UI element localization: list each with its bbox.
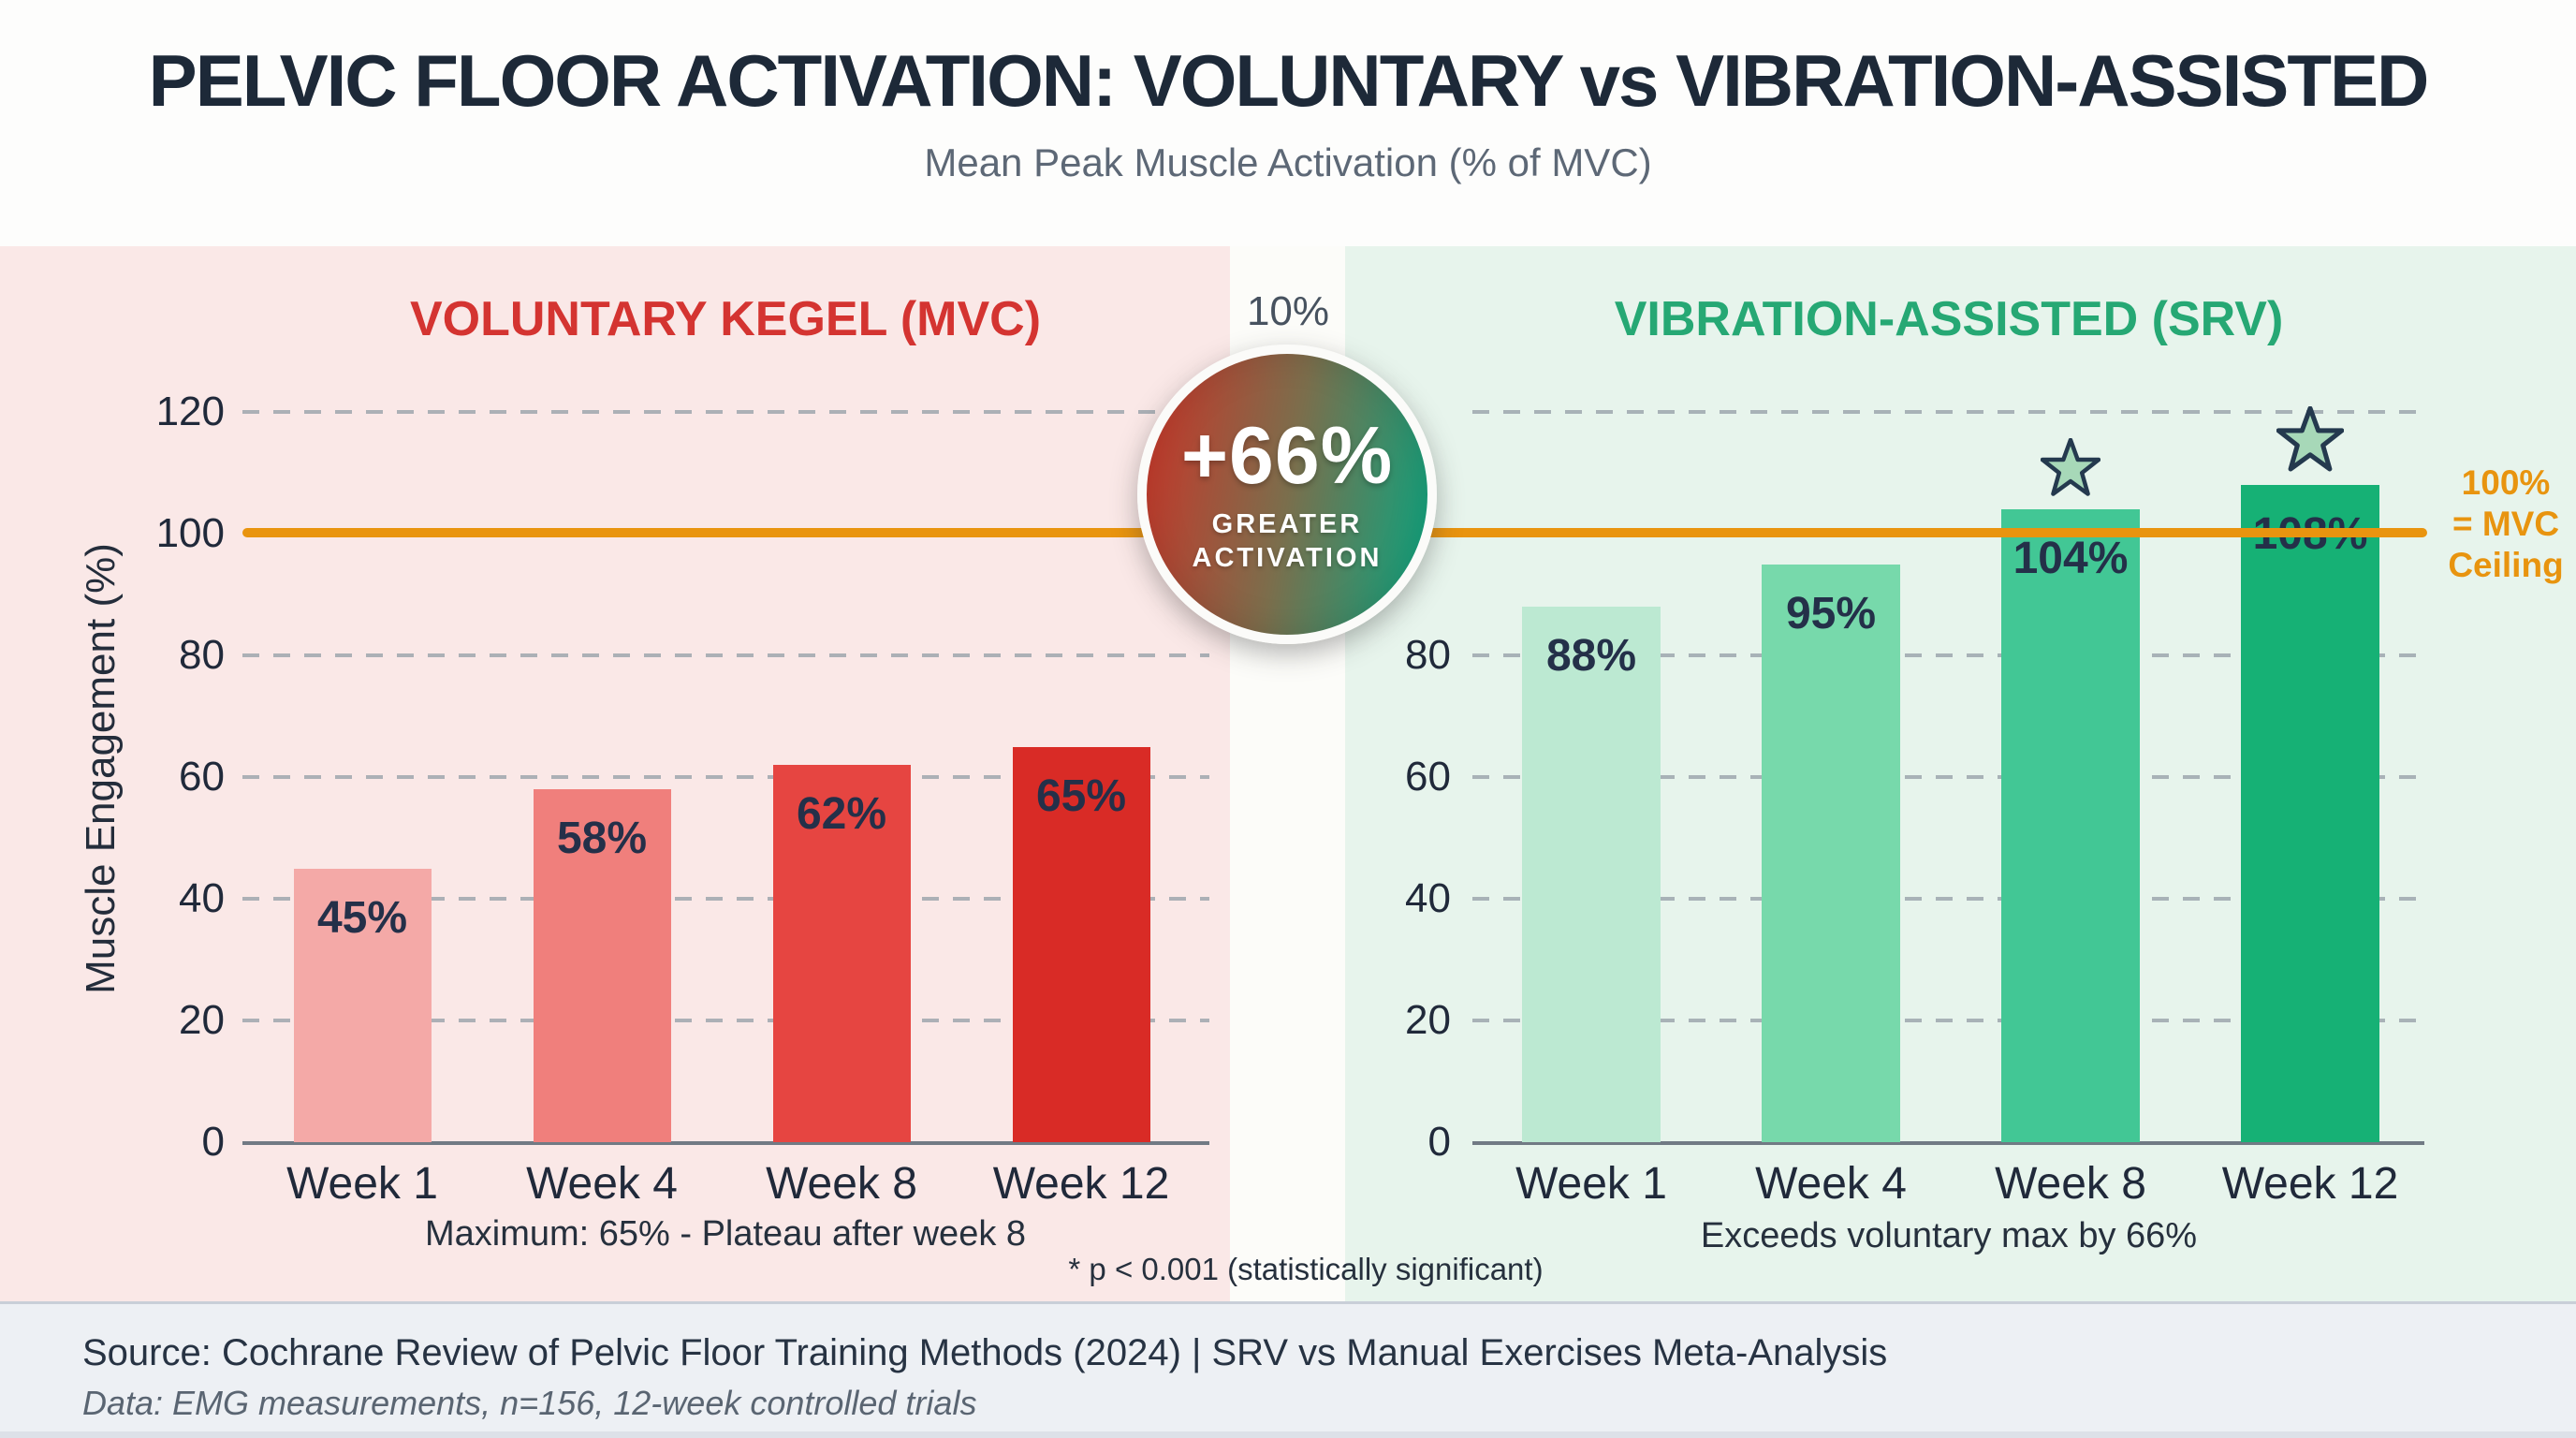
y-tick-60: 60 [179,754,225,800]
y-tick-60: 60 [1405,754,1451,800]
y-tick-80: 80 [1405,632,1451,678]
bar-value-label: 45% [316,892,408,943]
y-tick-0: 0 [1427,1119,1451,1165]
week-label: Week 12 [2221,1159,2399,1209]
gridline-60 [1472,775,2424,779]
significance-note: * p < 0.001 (statistically significant) [1068,1252,1544,1286]
gap-percent-label: 10% [1246,288,1330,334]
bar-value-label: 62% [796,789,887,839]
bar-week-8 [772,765,911,1142]
left-chart-title: VOLUNTARY KEGEL (MVC) [409,292,1042,346]
bar-value-label: 58% [556,814,648,863]
y-tick-20: 20 [179,997,225,1043]
footer-source-text: Source: Cochrane Review of Pelvic Floor … [82,1332,1888,1373]
bar-value-label: 88% [1545,631,1637,681]
week-label: Week 1 [286,1159,438,1209]
footer-bottom-strip [0,1431,2576,1438]
bar-week-8 [2001,509,2140,1142]
gridline-20 [1472,1019,2424,1022]
badge-line-2: ACTIVATION [1192,543,1383,573]
y-axis-label: Muscle Engagement (%) [78,543,124,994]
mvc-ceiling-label: 100% = MVC Ceiling [2448,463,2564,584]
right-chart-title: VIBRATION-ASSISTED (SRV) [1614,292,2284,346]
badge-line-1: GREATER [1211,509,1363,539]
gridline-40 [242,897,1209,901]
page-subtitle: Mean Peak Muscle Activation (% of MVC) [924,140,1652,184]
week-label: Week 1 [1515,1159,1667,1209]
y-tick-80: 80 [179,632,225,678]
y-tick-100: 100 [155,510,225,556]
badge-value: +66% [1180,411,1394,501]
bar-value-label: 104% [2012,534,2129,583]
bar-week-1 [1522,607,1661,1142]
bar-week-4 [533,789,671,1142]
y-tick-40: 40 [1405,875,1451,921]
y-tick-120: 120 [155,389,225,434]
left-chart-annotation: Maximum: 65% - Plateau after week 8 [424,1214,1027,1254]
week-label: Week 4 [1755,1159,1907,1209]
bar-value-label: 65% [1035,770,1127,821]
gridline-120 [242,410,1209,414]
y-tick-40: 40 [179,875,225,921]
week-label: Week 12 [992,1159,1170,1209]
page-title: PELVIC FLOOR ACTIVATION: VOLUNTARY vs VI… [148,39,2430,122]
bar-week-1 [293,868,432,1142]
bar-week-12 [1012,746,1150,1142]
gridline-60 [242,775,1209,779]
bar-week-12 [2241,485,2379,1142]
right-chart-annotation: Exceeds voluntary max by 66% [1700,1216,2198,1255]
gridline-80 [1472,653,2424,657]
week-label: Week 8 [1995,1159,2146,1209]
footer-data-note: Data: EMG measurements, n=156, 12-week c… [82,1384,977,1422]
x-axis-line [1472,1141,2424,1145]
gridline-20 [242,1019,1209,1022]
significance-star-icon [2040,437,2101,498]
gridline-120 [1472,410,2424,414]
bar-week-4 [1762,564,1900,1142]
greater-activation-badge: +66% GREATER ACTIVATION [1137,345,1437,644]
footer: Source: Cochrane Review of Pelvic Floor … [0,1301,2576,1438]
y-tick-20: 20 [1405,997,1451,1043]
gridline-40 [1472,897,2424,901]
week-label: Week 8 [766,1159,917,1209]
bar-value-label: 95% [1785,588,1877,638]
significance-star-icon [2276,405,2345,474]
y-tick-0: 0 [201,1119,225,1165]
x-axis-line [242,1141,1209,1145]
week-label: Week 4 [526,1159,678,1209]
gridline-80 [242,653,1209,657]
